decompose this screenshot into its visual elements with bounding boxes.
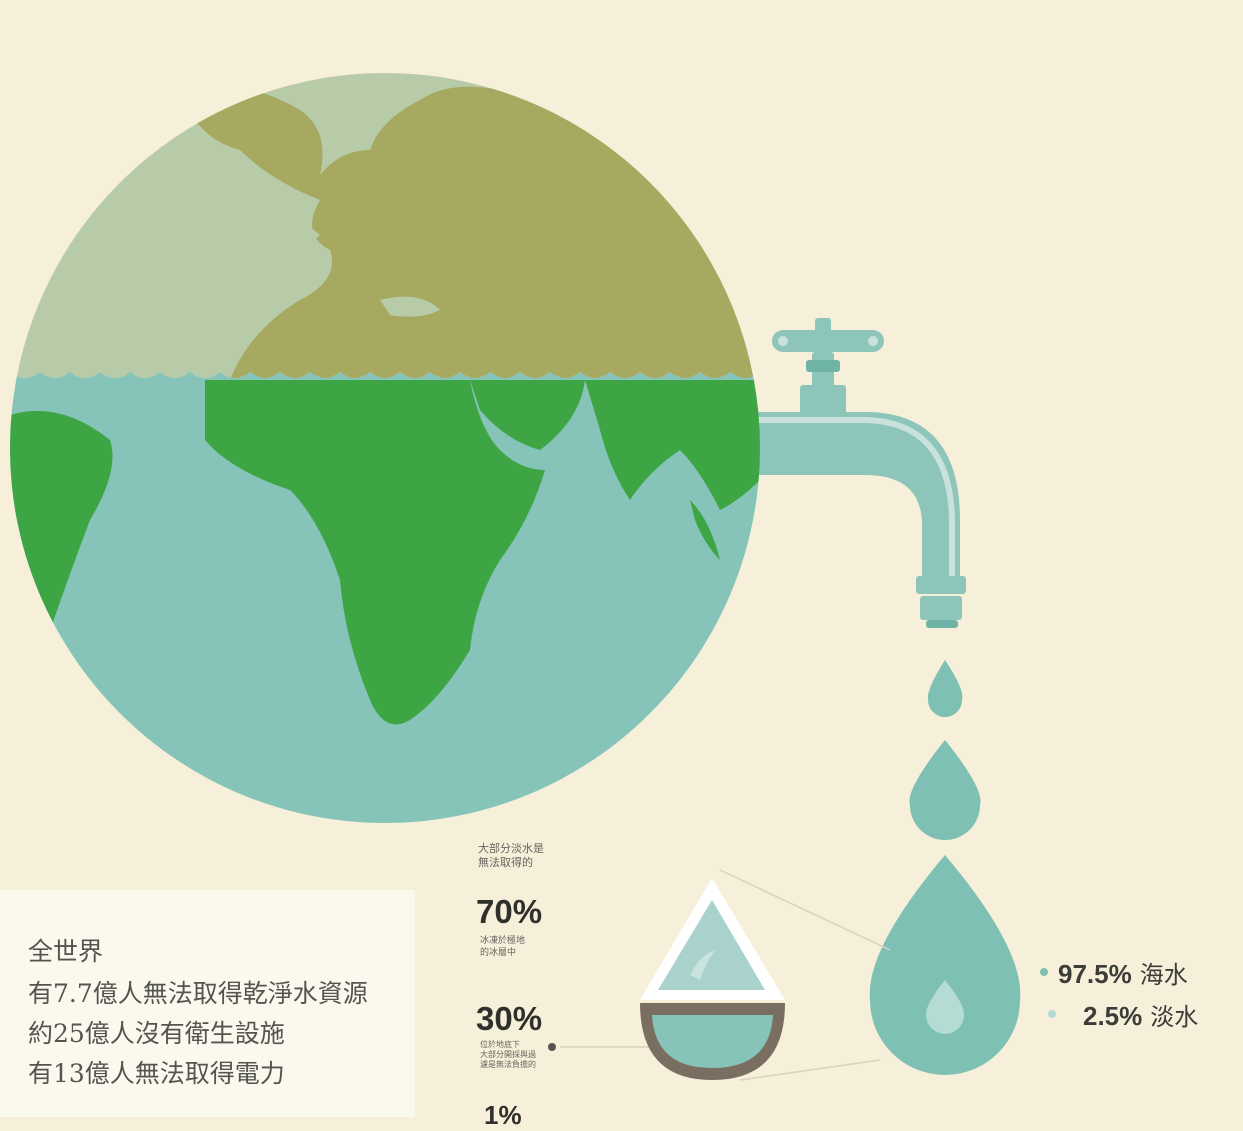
freshwater-drop-diagram (640, 878, 785, 1080)
madagascar (448, 610, 466, 668)
partial-percent: 1% (484, 1100, 522, 1130)
intro-line-4: 有13億人無法取得電力 (28, 1059, 285, 1088)
ground-desc-line3: 濾是無法負擔的 (480, 1060, 536, 1069)
ground-desc-line2: 大部分開採與過 (480, 1050, 536, 1059)
connector-lines (560, 869, 891, 1081)
groundwater-description: 位於地底下 大部分開採與過 濾是無法負擔的 (480, 1040, 536, 1070)
faucet (740, 318, 966, 628)
sea-water-label: 海水 (1139, 961, 1188, 989)
ice-desc-line1: 冰凍於極地 (480, 936, 526, 946)
india-landmass (585, 380, 760, 510)
intro-line-2: 有7.7億人無法取得乾淨水資源 (28, 979, 368, 1008)
intro-line-1: 全世界 (28, 937, 104, 966)
fresh-water-label: 淡水 (1150, 1003, 1199, 1031)
ground-bullet (548, 1043, 556, 1051)
ice-desc-line2: 的冰層中 (480, 948, 517, 958)
large-water-drop (869, 855, 1021, 1075)
sea-water-value: 97.5% (1058, 959, 1132, 989)
groundwater-percent: 30% (476, 1000, 543, 1037)
sea-bullet (1040, 968, 1048, 976)
arabia-landmass (470, 380, 585, 450)
sea-water-legend: 97.5% 海水 (1058, 955, 1188, 990)
intro-panel: 全世界 有7.7億人無法取得乾淨水資源 約25億人沒有衛生設施 有13億人無法取… (0, 890, 415, 1117)
ice-percent: 70% (476, 893, 543, 930)
freshwater-heading: 大部分淡水是 無法取得的 (478, 842, 544, 870)
freshwater-heading-line2: 無法取得的 (478, 856, 533, 869)
medium-water-drop (909, 740, 981, 840)
ground-desc-line1: 位於地底下 (480, 1040, 520, 1049)
small-water-drop (927, 660, 963, 717)
fresh-water-value: 2.5% (1083, 1001, 1143, 1031)
ice-description: 冰凍於極地 的冰層中 (480, 935, 525, 959)
inner-fresh-water-drop (925, 980, 965, 1034)
intro-line-3: 約25億人沒有衛生設施 (28, 1019, 285, 1048)
fresh-bullet (1048, 1010, 1056, 1018)
freshwater-heading-line1: 大部分淡水是 (478, 842, 544, 855)
fresh-water-legend: 2.5% 淡水 (1083, 997, 1198, 1032)
